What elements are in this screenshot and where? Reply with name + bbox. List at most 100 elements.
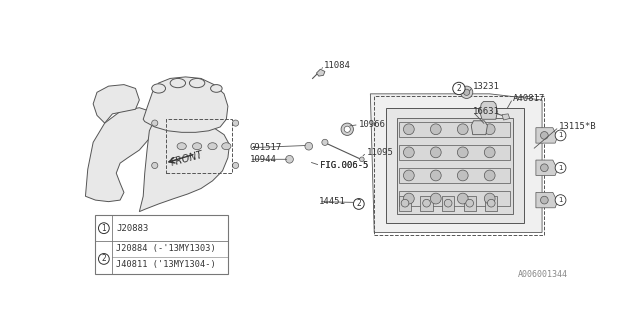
Text: J20883: J20883	[116, 224, 148, 233]
Polygon shape	[471, 121, 488, 135]
Ellipse shape	[189, 78, 205, 88]
Text: 11084: 11084	[324, 61, 351, 70]
Circle shape	[458, 170, 468, 181]
Circle shape	[466, 199, 474, 207]
Polygon shape	[399, 196, 411, 211]
Circle shape	[452, 82, 465, 95]
Circle shape	[99, 223, 109, 234]
Text: 13115*B: 13115*B	[559, 123, 596, 132]
Text: G91517: G91517	[250, 143, 282, 152]
Bar	[399, 122, 511, 137]
Circle shape	[555, 130, 566, 141]
Circle shape	[444, 199, 452, 207]
Text: 2: 2	[102, 254, 106, 263]
Circle shape	[555, 162, 566, 173]
Bar	[374, 96, 543, 235]
Text: 1: 1	[558, 165, 563, 171]
Circle shape	[401, 199, 409, 207]
Polygon shape	[536, 192, 557, 208]
Circle shape	[99, 253, 109, 264]
Circle shape	[431, 193, 441, 204]
Circle shape	[403, 170, 414, 181]
Circle shape	[285, 156, 293, 163]
Polygon shape	[143, 77, 228, 132]
Text: 16631: 16631	[473, 107, 500, 116]
Circle shape	[322, 139, 328, 145]
Polygon shape	[463, 196, 476, 211]
Polygon shape	[316, 69, 325, 76]
Circle shape	[431, 124, 441, 135]
Polygon shape	[420, 196, 433, 211]
Circle shape	[431, 147, 441, 158]
Circle shape	[458, 147, 468, 158]
Polygon shape	[386, 108, 524, 223]
Text: 13231: 13231	[473, 83, 500, 92]
Circle shape	[403, 193, 414, 204]
Circle shape	[152, 120, 158, 126]
Circle shape	[422, 199, 431, 207]
Circle shape	[488, 199, 495, 207]
Text: FRONT: FRONT	[170, 150, 205, 168]
Circle shape	[403, 147, 414, 158]
Text: FIG.006-5: FIG.006-5	[320, 161, 369, 170]
Circle shape	[353, 198, 364, 209]
Circle shape	[484, 193, 495, 204]
Polygon shape	[93, 84, 140, 123]
Circle shape	[463, 89, 470, 95]
Polygon shape	[536, 160, 557, 175]
Polygon shape	[502, 114, 509, 120]
Ellipse shape	[193, 143, 202, 150]
Circle shape	[403, 124, 414, 135]
Text: A006001344: A006001344	[518, 270, 568, 279]
Ellipse shape	[208, 143, 217, 150]
Text: 11095: 11095	[367, 148, 394, 157]
Text: 14451: 14451	[319, 197, 346, 206]
Circle shape	[152, 162, 158, 169]
Circle shape	[484, 124, 495, 135]
Circle shape	[541, 132, 548, 139]
Circle shape	[305, 142, 312, 150]
Polygon shape	[442, 196, 454, 211]
Circle shape	[458, 193, 468, 204]
Circle shape	[360, 157, 364, 162]
Circle shape	[555, 195, 566, 205]
Ellipse shape	[152, 84, 166, 93]
Ellipse shape	[170, 78, 186, 88]
Circle shape	[344, 126, 350, 132]
Ellipse shape	[221, 143, 231, 150]
Circle shape	[232, 120, 239, 126]
Bar	[399, 191, 511, 206]
Bar	[399, 168, 511, 183]
Text: FIG.006-5: FIG.006-5	[320, 161, 369, 170]
Circle shape	[460, 86, 473, 99]
Bar	[399, 145, 511, 160]
Circle shape	[484, 170, 495, 181]
Bar	[397, 118, 513, 214]
Circle shape	[541, 164, 548, 172]
Ellipse shape	[211, 84, 222, 92]
Text: 10944: 10944	[250, 155, 276, 164]
Polygon shape	[86, 108, 155, 202]
Text: J40811 ('13MY1304-): J40811 ('13MY1304-)	[116, 260, 216, 269]
Circle shape	[541, 196, 548, 204]
Bar	[95, 215, 228, 274]
Text: A40817: A40817	[513, 94, 545, 103]
Polygon shape	[480, 101, 497, 119]
Ellipse shape	[177, 143, 186, 150]
Polygon shape	[485, 196, 497, 211]
Text: 2: 2	[356, 199, 361, 208]
Text: 1: 1	[558, 197, 563, 203]
Text: J20884 (-'13MY1303): J20884 (-'13MY1303)	[116, 244, 216, 253]
Polygon shape	[140, 116, 230, 212]
Text: 1: 1	[558, 132, 563, 139]
Circle shape	[341, 123, 353, 135]
Text: 2: 2	[456, 84, 461, 93]
Bar	[166, 119, 232, 173]
Circle shape	[484, 147, 495, 158]
Text: 10966: 10966	[359, 120, 386, 129]
Text: 1: 1	[102, 224, 106, 233]
Circle shape	[431, 170, 441, 181]
Circle shape	[458, 124, 468, 135]
Circle shape	[232, 162, 239, 169]
Polygon shape	[536, 128, 557, 143]
